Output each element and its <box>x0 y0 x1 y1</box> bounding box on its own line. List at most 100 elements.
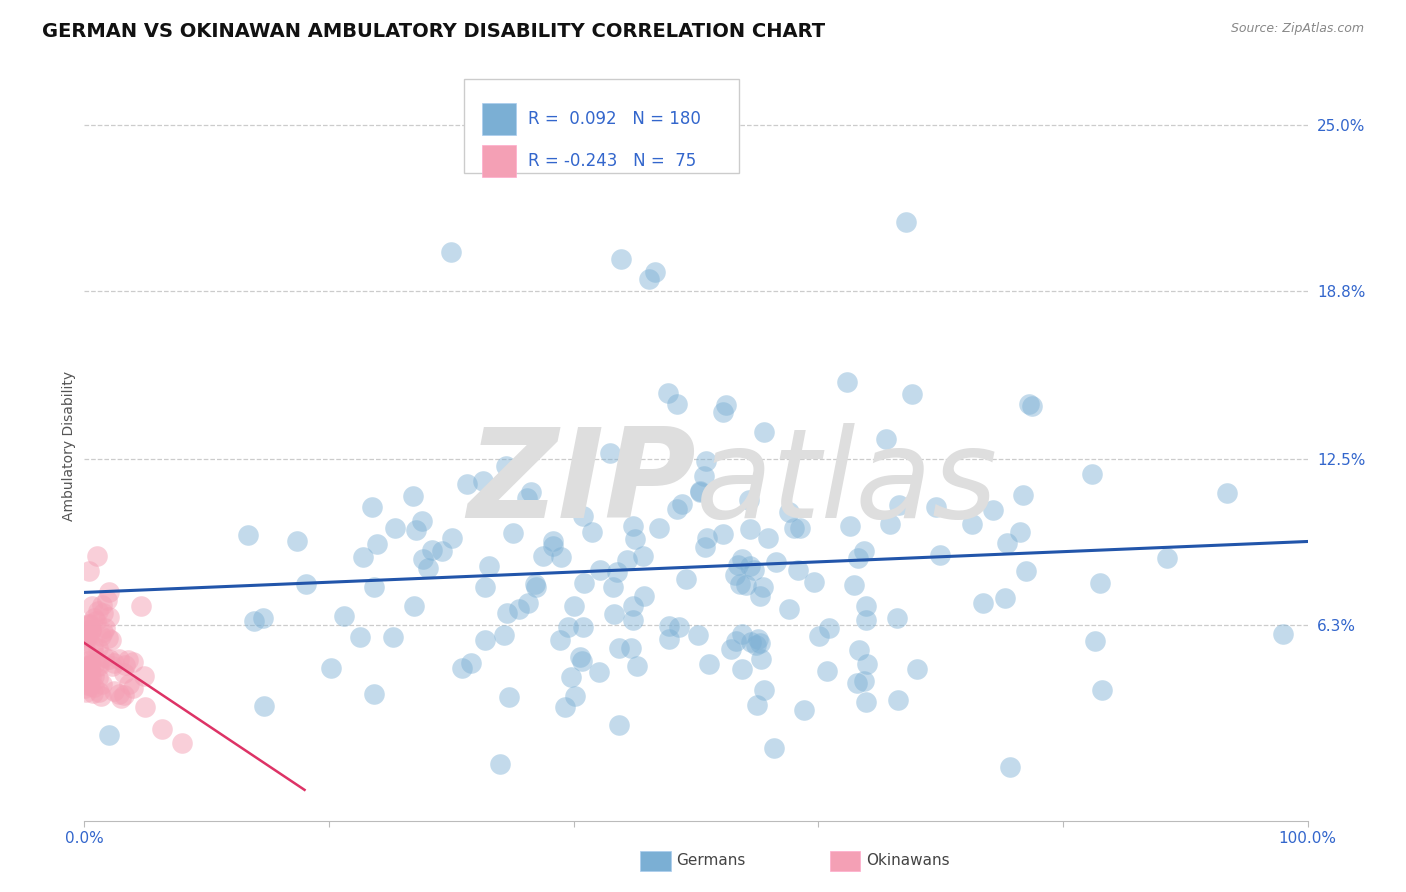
Point <box>962 517 984 532</box>
Point <box>76 629 98 643</box>
Point <box>152 722 174 736</box>
Point <box>697 657 720 672</box>
Point <box>842 578 865 592</box>
Point <box>76 654 98 668</box>
Point <box>411 514 433 528</box>
Point <box>349 630 371 644</box>
Point <box>550 549 572 564</box>
Point <box>412 552 434 566</box>
Point <box>839 518 862 533</box>
Point <box>100 632 122 647</box>
Point <box>404 599 426 613</box>
Point <box>731 662 754 676</box>
Point <box>1021 400 1043 414</box>
Point <box>560 670 582 684</box>
Text: Okinawans: Okinawans <box>866 854 949 868</box>
Point <box>571 508 593 523</box>
Text: Germans: Germans <box>676 854 745 868</box>
Point <box>82 686 104 700</box>
Point <box>117 653 139 667</box>
Point <box>695 454 717 468</box>
Point <box>83 668 105 682</box>
Point <box>519 484 541 499</box>
Point <box>79 657 101 672</box>
Point <box>100 659 122 673</box>
Point <box>77 616 100 631</box>
Point <box>114 657 136 672</box>
Point <box>94 621 117 635</box>
Point <box>554 700 576 714</box>
Point <box>97 610 120 624</box>
Point <box>474 633 496 648</box>
Point <box>87 659 110 673</box>
Point <box>689 483 711 498</box>
Point <box>77 663 100 677</box>
Point <box>122 681 145 696</box>
Point <box>496 606 519 620</box>
Point <box>762 741 785 756</box>
Point <box>602 580 624 594</box>
Point <box>621 613 644 627</box>
Point <box>740 522 762 536</box>
Point <box>887 693 910 707</box>
Point <box>97 728 120 742</box>
Point <box>648 520 671 534</box>
Point <box>717 155 740 169</box>
Point <box>531 549 554 563</box>
Point <box>97 631 120 645</box>
Point <box>73 623 96 637</box>
Point <box>91 677 114 691</box>
Point <box>589 563 612 577</box>
Text: ZIP: ZIP <box>467 423 696 544</box>
Point <box>83 656 105 670</box>
Point <box>900 387 922 401</box>
Point <box>623 599 645 613</box>
Point <box>541 534 564 549</box>
Point <box>745 638 768 652</box>
Point <box>117 677 139 691</box>
Point <box>253 699 276 714</box>
Point <box>689 485 711 500</box>
Point <box>121 655 143 669</box>
Point <box>889 498 911 512</box>
Point <box>676 133 699 147</box>
Point <box>494 628 516 642</box>
Point <box>86 549 108 563</box>
Point <box>623 519 645 533</box>
Point <box>79 623 101 637</box>
Point <box>658 619 681 633</box>
Point <box>856 657 879 672</box>
Point <box>381 630 404 644</box>
Point <box>495 458 517 473</box>
Point <box>524 577 547 591</box>
Point <box>456 477 478 491</box>
Point <box>110 691 132 706</box>
Point <box>786 563 808 577</box>
Point <box>728 577 751 591</box>
Point <box>818 621 841 635</box>
Point <box>626 659 648 673</box>
Point <box>886 611 908 625</box>
Point <box>668 620 690 634</box>
Point <box>77 630 100 644</box>
Point <box>720 642 742 657</box>
Point <box>599 445 621 459</box>
Text: atlas: atlas <box>696 423 998 544</box>
Point <box>285 534 308 549</box>
Point <box>754 425 776 439</box>
Point <box>837 375 859 389</box>
Point <box>855 599 877 613</box>
Point <box>1081 467 1104 481</box>
Point <box>972 596 994 610</box>
Point <box>402 489 425 503</box>
Point <box>516 491 538 505</box>
Point <box>103 656 125 670</box>
Point <box>80 599 103 614</box>
Point <box>747 698 769 712</box>
Point <box>789 521 811 535</box>
Point <box>658 632 681 646</box>
Point <box>675 572 697 586</box>
Point <box>1015 564 1038 578</box>
Point <box>93 650 115 665</box>
Point <box>76 660 98 674</box>
